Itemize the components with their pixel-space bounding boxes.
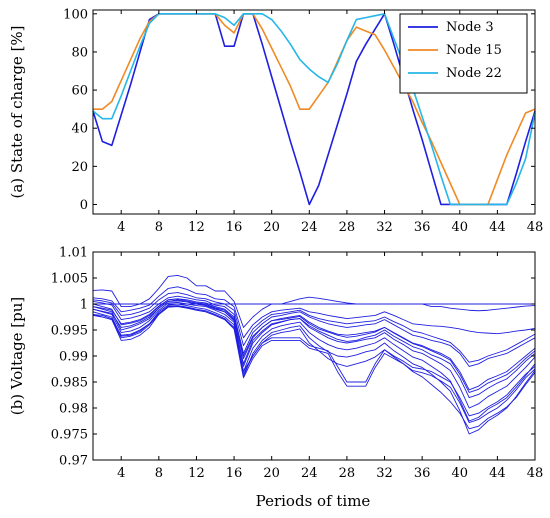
voltage-x-tick-label: 36: [414, 466, 431, 481]
voltage-y-tick-label: 0.975: [51, 428, 88, 443]
soc-x-tick-label: 12: [188, 220, 205, 235]
voltage-x-tick-label: 28: [339, 466, 356, 481]
voltage-x-tick-label: 4: [117, 466, 125, 481]
voltage-y-tick-label: 0.985: [51, 376, 88, 391]
soc-x-tick-label: 28: [339, 220, 356, 235]
soc-y-axis-label: (a) State of charge [%]: [8, 25, 26, 198]
voltage-y-tick-label: 0.97: [59, 454, 88, 469]
soc-x-tick-label: 36: [414, 220, 431, 235]
voltage-y-tick-label: 1.01: [59, 246, 88, 261]
voltage-series-line-4: [92, 295, 536, 367]
voltage-y-tick-label: 0.99: [59, 350, 88, 365]
soc-x-tick-label: 44: [489, 220, 506, 235]
voltage-series-line-12: [92, 305, 536, 417]
voltage-x-tick-label: 12: [188, 466, 205, 481]
voltage-series-line-7: [92, 301, 536, 422]
voltage-y-tick-label: 0.98: [59, 402, 88, 417]
voltage-series-line-14: [92, 292, 536, 363]
voltage-x-tick-label: 48: [527, 466, 544, 481]
voltage-x-tick-label: 24: [301, 466, 318, 481]
soc-y-tick-label: 80: [71, 45, 88, 60]
voltage-y-tick-label: 0.995: [51, 324, 88, 339]
voltage-x-tick-label: 16: [226, 466, 243, 481]
voltage-x-tick-label: 32: [376, 466, 393, 481]
soc-y-tick-label: 60: [71, 84, 88, 99]
voltage-x-tick-label: 20: [263, 466, 280, 481]
soc-x-tick-label: 32: [376, 220, 393, 235]
voltage-series-line-10: [92, 299, 536, 399]
soc-y-tick-label: 100: [63, 7, 88, 22]
voltage-series-line-3: [92, 286, 536, 339]
voltage-x-tick-label: 8: [155, 466, 163, 481]
voltage-series-line-8: [92, 303, 536, 435]
soc-x-tick-label: 48: [527, 220, 544, 235]
soc-y-tick-label: 40: [71, 122, 88, 137]
soc-x-tick-label: 24: [301, 220, 318, 235]
x-axis-label: Periods of time: [256, 492, 371, 510]
voltage-series-line-11: [92, 298, 536, 393]
soc-x-tick-label: 4: [117, 220, 125, 235]
soc-y-tick-label: 0: [80, 198, 88, 213]
voltage-chart: 4 8 12 16 20 24 28 32 36 40 44 480.970.9750.980.985…: [8, 246, 543, 482]
voltage-series-line-13: [92, 306, 536, 424]
soc-y-tick-label: 20: [71, 160, 88, 175]
legend-label: Node 15: [446, 43, 502, 58]
voltage-x-tick-label: 44: [489, 466, 506, 481]
voltage-y-tick-label: 1.005: [51, 272, 88, 287]
soc-series-line-3: [92, 13, 536, 206]
voltage-y-tick-label: 1: [80, 298, 88, 313]
legend-label: Node 3: [446, 20, 494, 35]
voltage-series-line-2: [92, 274, 536, 328]
soc-x-tick-label: 16: [226, 220, 243, 235]
voltage-y-axis-label: (b) Voltage [pu]: [8, 297, 26, 416]
soc-x-tick-label: 20: [263, 220, 280, 235]
soc-plot-frame: [92, 9, 536, 215]
legend: Node 3 Node 15 Node 22: [399, 13, 528, 94]
voltage-x-tick-label: 40: [451, 466, 468, 481]
soc-x-tick-label: 8: [155, 220, 163, 235]
soc-x-tick-label: 40: [451, 220, 468, 235]
legend-label: Node 22: [446, 66, 502, 81]
